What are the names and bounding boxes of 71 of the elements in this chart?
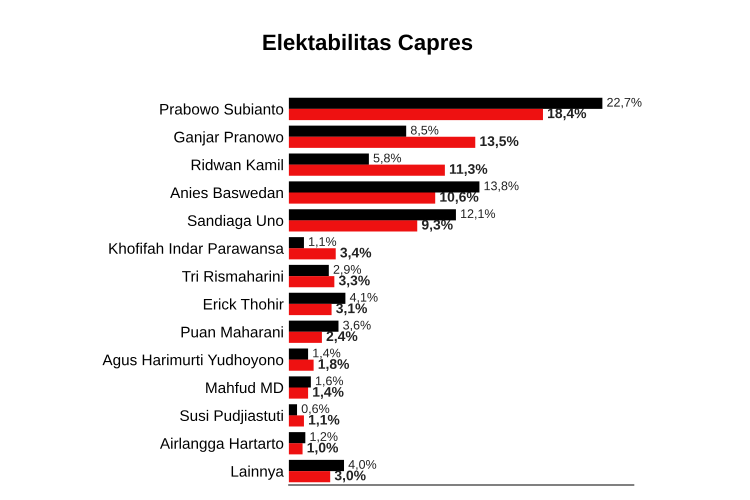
data-label: 18,4% bbox=[548, 108, 586, 120]
data-label: 3,3% bbox=[338, 276, 370, 288]
bar bbox=[288, 248, 336, 260]
data-label: 4,1% bbox=[350, 292, 378, 304]
y-tick-label: Khofifah Indar Parawansa bbox=[109, 242, 284, 254]
y-tick-label: Agus Harimurti Yudhoyono bbox=[102, 354, 284, 368]
y-tick-label: Tri Rismaharini bbox=[182, 270, 283, 282]
bar bbox=[288, 108, 543, 120]
data-label: 2,4% bbox=[326, 331, 358, 344]
data-label: 3,6% bbox=[343, 320, 371, 332]
bar bbox=[288, 209, 456, 220]
data-label: 9,3% bbox=[422, 220, 453, 232]
bar bbox=[288, 192, 436, 204]
bar bbox=[288, 443, 303, 454]
bar bbox=[288, 264, 329, 276]
y-tick-label: Mahfud MD bbox=[206, 382, 284, 394]
bar bbox=[288, 126, 406, 137]
bar bbox=[288, 332, 322, 343]
bar bbox=[288, 460, 344, 472]
data-label: 0,6% bbox=[302, 404, 330, 415]
data-label: 13,5% bbox=[480, 136, 518, 148]
bar bbox=[288, 348, 308, 360]
bar bbox=[288, 154, 369, 165]
data-label: 3,0% bbox=[334, 470, 366, 482]
bar bbox=[288, 376, 311, 388]
data-label: 13,8% bbox=[484, 181, 519, 192]
y-tick-label: Ganjar Pranowo bbox=[174, 131, 284, 146]
data-label: 22,7% bbox=[607, 98, 642, 108]
chart-title: Elektabilitas Capres bbox=[263, 34, 472, 55]
y-tick-label: Susi Pudjiastuti bbox=[180, 410, 283, 424]
data-label: 1,6% bbox=[316, 376, 344, 387]
bar bbox=[288, 98, 602, 109]
bar bbox=[288, 220, 418, 232]
data-label: 12,1% bbox=[461, 209, 496, 220]
bar bbox=[288, 432, 306, 444]
bar bbox=[288, 237, 304, 248]
data-label: 1,4% bbox=[313, 348, 340, 359]
data-label: 1,0% bbox=[308, 442, 338, 455]
bar bbox=[288, 164, 445, 176]
data-label: 8,5% bbox=[410, 126, 438, 136]
data-label: 1,1% bbox=[308, 414, 340, 427]
bar bbox=[288, 388, 308, 399]
data-label: 10,6% bbox=[440, 192, 478, 204]
data-label: 2,9% bbox=[334, 265, 362, 276]
bar bbox=[288, 304, 332, 316]
data-label: 1,8% bbox=[318, 359, 350, 371]
bar bbox=[288, 181, 480, 192]
data-label: 1,4% bbox=[313, 387, 344, 399]
bar bbox=[288, 471, 330, 482]
y-tick-label: Anies Baswedan bbox=[170, 186, 283, 198]
bar bbox=[288, 415, 304, 426]
data-label: 3,4% bbox=[340, 248, 372, 260]
bar bbox=[288, 360, 314, 371]
y-tick-label: Puan Maharani bbox=[182, 326, 283, 338]
data-label: 5,8% bbox=[374, 154, 402, 164]
bar bbox=[288, 276, 334, 288]
bar bbox=[288, 292, 346, 304]
y-tick-label: Prabowo Subianto bbox=[160, 103, 284, 115]
y-tick-label: Lainnya bbox=[232, 466, 284, 480]
data-label: 4,0% bbox=[348, 460, 376, 470]
y-tick-label: Airlangga Hartarto bbox=[160, 438, 284, 452]
data-label: 1,1% bbox=[309, 237, 336, 248]
y-tick-label: Ridwan Kamil bbox=[192, 159, 283, 170]
y-tick-label: Sandiaga Uno bbox=[188, 214, 284, 230]
y-tick-label: Erick Thohir bbox=[204, 298, 284, 310]
data-label: 11,3% bbox=[450, 164, 488, 176]
bar bbox=[288, 404, 298, 416]
data-label: 3,1% bbox=[336, 303, 368, 316]
data-label: 1,2% bbox=[310, 432, 338, 442]
bar bbox=[288, 320, 338, 332]
bar bbox=[288, 136, 476, 148]
